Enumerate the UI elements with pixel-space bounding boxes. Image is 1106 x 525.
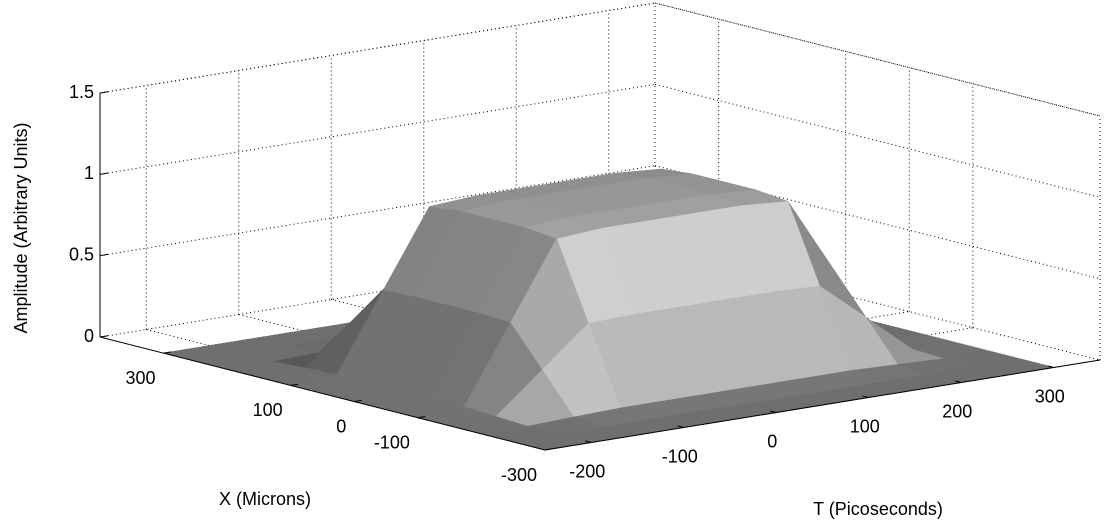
- y-axis: [544, 359, 1101, 451]
- tick-mark: [99, 253, 109, 257]
- grid-line: [654, 83, 1101, 198]
- grid-line: [99, 165, 656, 257]
- tick-mark: [1047, 365, 1054, 368]
- tick-mark: [544, 448, 553, 451]
- tick-mark: [99, 172, 109, 175]
- tick-mark: [770, 410, 777, 413]
- y-axis-label: T (Picoseconds): [813, 499, 943, 519]
- y-tick-label: -100: [662, 446, 698, 466]
- tick-mark: [290, 383, 299, 386]
- y-tick-label: 200: [942, 401, 972, 421]
- x-tick-label: 100: [253, 400, 283, 420]
- z-tick-label: 0: [84, 326, 94, 346]
- tick-mark: [417, 416, 426, 419]
- x-tick-label: -100: [374, 432, 410, 452]
- y-tick-label: 300: [1035, 386, 1065, 406]
- surface: [163, 168, 1055, 451]
- z-tick-label: 1: [84, 163, 94, 183]
- tick-mark: [862, 395, 869, 398]
- x-tick-label: 300: [126, 368, 156, 388]
- y-tick-label: 100: [850, 416, 880, 436]
- tick-mark: [585, 440, 592, 443]
- tick-mark: [99, 335, 109, 338]
- tick-mark: [677, 425, 684, 428]
- grid-line: [99, 83, 656, 175]
- z-tick-label: 1.5: [69, 82, 94, 102]
- x-tick-label: 0: [336, 416, 346, 436]
- tick-mark: [99, 91, 109, 94]
- z-tick-label: 0.5: [69, 244, 94, 264]
- box-edge: [99, 2, 1101, 117]
- axes-layer: 0 0.5 1 1.5 -300 -100 0 100 300 -200 -100 0 100 200 30…: [69, 82, 1101, 485]
- z-axis-label: Amplitude (Arbitrary Units): [11, 122, 31, 333]
- tick-mark: [354, 399, 362, 403]
- grid-line: [654, 2, 1101, 117]
- y-tick-label: 0: [767, 431, 777, 451]
- x-axis: [99, 336, 546, 451]
- tick-mark: [163, 351, 172, 354]
- x-tick-label: -300: [501, 465, 537, 485]
- tick-mark: [955, 380, 962, 383]
- x-axis-label: X (Microns): [219, 489, 311, 509]
- y-tick-label: -200: [569, 461, 605, 481]
